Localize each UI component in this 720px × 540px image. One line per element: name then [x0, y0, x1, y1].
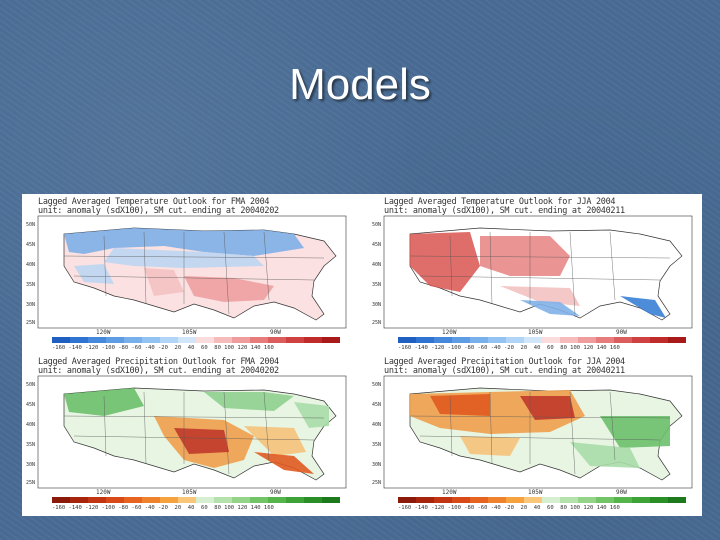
lon-label: 120W: [442, 329, 457, 336]
lat-label: 30N: [26, 462, 36, 468]
lat-label: 25N: [372, 320, 382, 326]
lat-label: 40N: [26, 262, 36, 268]
lon-label: 90W: [616, 329, 627, 336]
lat-label: 35N: [26, 282, 36, 288]
temperature-jja-map: [383, 215, 693, 329]
temperature-colorbar: [398, 337, 686, 343]
lat-label: 45N: [26, 402, 36, 408]
lat-label: 30N: [372, 302, 382, 308]
panel-title: Lagged Averaged Precipitation Outlook fo…: [38, 357, 279, 376]
lat-label: 30N: [372, 462, 382, 468]
lat-label: 35N: [372, 282, 382, 288]
precipitation-colorbar: [52, 497, 340, 503]
lat-label: 25N: [26, 320, 36, 326]
precipitation-colorbar: [398, 497, 686, 503]
lon-label: 90W: [616, 489, 627, 496]
temperature-outlook-fma-panel: Lagged Averaged Temperature Outlook for …: [24, 196, 354, 354]
lat-label: 50N: [372, 382, 382, 388]
lat-label: 25N: [26, 480, 36, 486]
model-outlook-figure: Lagged Averaged Temperature Outlook for …: [22, 194, 702, 516]
precipitation-outlook-jja-panel: Lagged Averaged Precipitation Outlook fo…: [370, 356, 700, 514]
lat-label: 45N: [372, 242, 382, 248]
colorbar-labels: -160 -140 -120 -100 -80 -60 -40 -20 20 4…: [398, 345, 620, 351]
panel-title: Lagged Averaged Temperature Outlook for …: [384, 197, 625, 216]
lat-label: 35N: [26, 442, 36, 448]
panel-title: Lagged Averaged Precipitation Outlook fo…: [384, 357, 625, 376]
slide-title: Models: [289, 60, 431, 109]
temperature-fma-map: [37, 215, 347, 329]
panel-title: Lagged Averaged Temperature Outlook for …: [38, 197, 279, 216]
precipitation-fma-map: [37, 375, 347, 489]
lon-label: 105W: [528, 489, 543, 496]
temperature-colorbar: [52, 337, 340, 343]
lat-label: 25N: [372, 480, 382, 486]
lon-label: 120W: [96, 329, 111, 336]
colorbar-labels: -160 -140 -120 -100 -80 -60 -40 -20 20 4…: [52, 505, 274, 511]
lat-label: 50N: [372, 222, 382, 228]
lat-label: 35N: [372, 442, 382, 448]
lat-label: 30N: [26, 302, 36, 308]
lon-label: 105W: [528, 329, 543, 336]
lon-label: 105W: [182, 329, 197, 336]
lat-label: 45N: [26, 242, 36, 248]
temperature-outlook-jja-panel: Lagged Averaged Temperature Outlook for …: [370, 196, 700, 354]
lat-label: 50N: [26, 382, 36, 388]
colorbar-labels: -160 -140 -120 -100 -80 -60 -40 -20 20 4…: [52, 345, 274, 351]
lat-label: 45N: [372, 402, 382, 408]
precipitation-jja-map: [383, 375, 693, 489]
precipitation-outlook-fma-panel: Lagged Averaged Precipitation Outlook fo…: [24, 356, 354, 514]
lon-label: 105W: [182, 489, 197, 496]
lon-label: 90W: [270, 329, 281, 336]
lon-label: 90W: [270, 489, 281, 496]
lon-label: 120W: [442, 489, 457, 496]
colorbar-labels: -160 -140 -120 -100 -80 -60 -40 -20 20 4…: [398, 505, 620, 511]
lat-label: 40N: [26, 422, 36, 428]
lat-label: 50N: [26, 222, 36, 228]
lat-label: 40N: [372, 422, 382, 428]
lat-label: 40N: [372, 262, 382, 268]
lon-label: 120W: [96, 489, 111, 496]
